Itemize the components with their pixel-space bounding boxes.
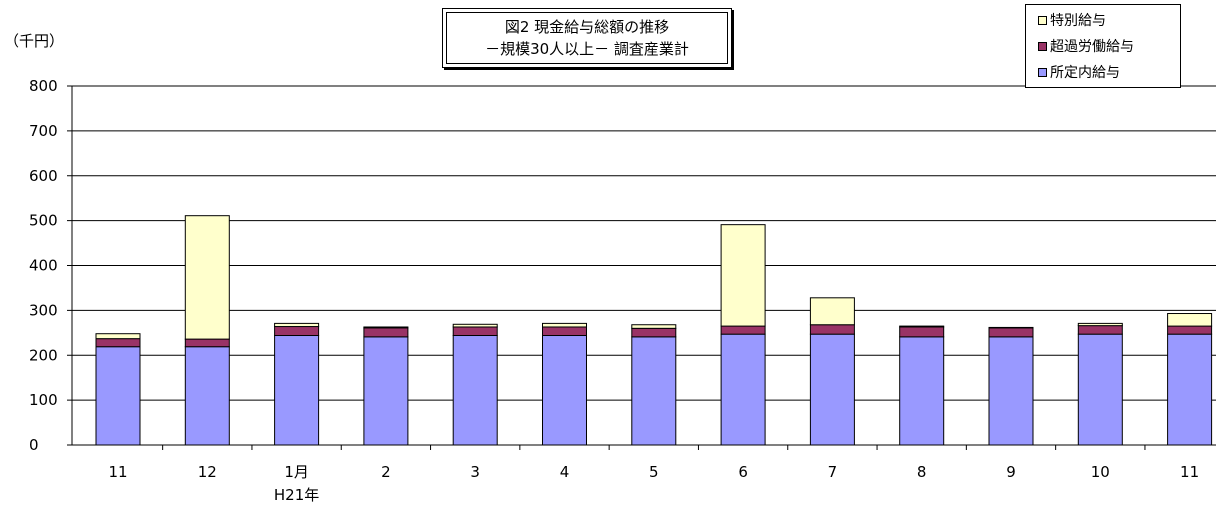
legend-label-scheduled: 所定内給与 [1050, 65, 1120, 81]
bar-segment-2 [1077, 322, 1123, 327]
y-tick-label: 200 [29, 346, 58, 364]
axes [67, 85, 1216, 450]
bar-segment-1 [631, 327, 677, 338]
bar-segment-1 [899, 326, 945, 338]
legend-item-special: 特別給与 [1038, 7, 1180, 33]
bar-segment-0 [809, 333, 855, 446]
unit-label: （千円） [4, 32, 64, 50]
y-tick-label: 600 [29, 167, 58, 185]
bar-segment-2 [720, 224, 766, 327]
bar-segment-0 [274, 335, 320, 446]
bar-segment-2 [363, 326, 409, 329]
bars [95, 215, 1213, 446]
x-tick-label: 1月 [284, 463, 309, 481]
bar-segment-2 [1167, 313, 1213, 327]
x-tick-label: 11 [108, 463, 127, 481]
bar-segment-2 [184, 215, 230, 340]
bar-segment-0 [95, 346, 141, 446]
bar-segment-2 [631, 324, 677, 329]
bar-segment-1 [809, 324, 855, 335]
bar-segment-0 [631, 336, 677, 446]
y-tick-label: 800 [29, 77, 58, 95]
legend-swatch-overtime [1038, 41, 1047, 51]
x-tick-label: 10 [1091, 463, 1110, 481]
gridlines [72, 85, 1216, 401]
legend-label-overtime: 超過労働給与 [1050, 39, 1134, 55]
bar-segment-1 [542, 326, 587, 337]
bar-segment-0 [1077, 333, 1123, 446]
y-tick-label: 400 [29, 257, 58, 275]
x-tick-label: 11 [1180, 463, 1199, 481]
legend: 特別給与 超過労働給与 所定内給与 [1025, 4, 1181, 88]
bar-segment-2 [809, 297, 855, 326]
bar-segment-1 [452, 326, 498, 337]
bar-segment-1 [184, 338, 230, 348]
bar-segment-0 [452, 335, 498, 446]
bar-segment-0 [899, 336, 945, 446]
y-tick-label: 100 [29, 391, 58, 409]
y-tick-label: 0 [29, 436, 39, 454]
legend-swatch-special [1038, 15, 1047, 25]
x-tick-label: 6 [738, 463, 748, 481]
x-tick-label: 5 [649, 463, 659, 481]
bar-segment-2 [274, 322, 320, 328]
legend-swatch-scheduled [1038, 67, 1047, 77]
chart-title-line-1: 図2 現金給与総額の推移 [504, 18, 670, 36]
y-tick-label: 700 [29, 122, 58, 140]
bar-segment-0 [363, 336, 409, 446]
x-tick-label: 12 [198, 463, 217, 481]
x-tick-label: 8 [917, 463, 927, 481]
bar-segment-0 [1167, 333, 1213, 446]
bar-segment-0 [542, 335, 587, 446]
bar-segment-1 [95, 338, 141, 348]
bar-segment-2 [452, 323, 498, 328]
bar-segment-2 [899, 325, 945, 328]
bar-segment-2 [542, 322, 587, 328]
bar-segment-1 [363, 327, 409, 338]
chart-title-line-2: －規模30人以上－ 調査産業計 [485, 40, 689, 58]
x-tick-label: 9 [1006, 463, 1016, 481]
x-tick-label: 7 [828, 463, 838, 481]
axis-labels: 0 100 200 300 400 500 600 700 800 （千円） 11 12 1月 H21年 2… [4, 32, 1199, 504]
y-tick-label: 300 [29, 301, 58, 319]
legend-item-overtime: 超過労働給与 [1038, 33, 1180, 59]
chart-title-box: 図2 現金給与総額の推移 －規模30人以上－ 調査産業計 [442, 8, 732, 68]
bar-segment-2 [95, 333, 141, 340]
bar-segment-1 [1167, 325, 1213, 335]
x-tick-sublabel: H21年 [274, 486, 319, 504]
bar-segment-0 [988, 336, 1034, 446]
x-tick-label: 3 [470, 463, 480, 481]
bar-segment-0 [184, 346, 230, 446]
legend-item-scheduled: 所定内給与 [1038, 59, 1180, 85]
bar-segment-1 [720, 325, 766, 335]
bar-segment-1 [988, 327, 1034, 338]
bar-segment-1 [1077, 325, 1123, 335]
x-tick-label: 2 [381, 463, 391, 481]
x-tick-label: 4 [560, 463, 570, 481]
bar-segment-1 [274, 326, 320, 337]
bar-segment-0 [720, 333, 766, 446]
legend-label-special: 特別給与 [1050, 13, 1106, 29]
y-tick-label: 500 [29, 212, 58, 230]
